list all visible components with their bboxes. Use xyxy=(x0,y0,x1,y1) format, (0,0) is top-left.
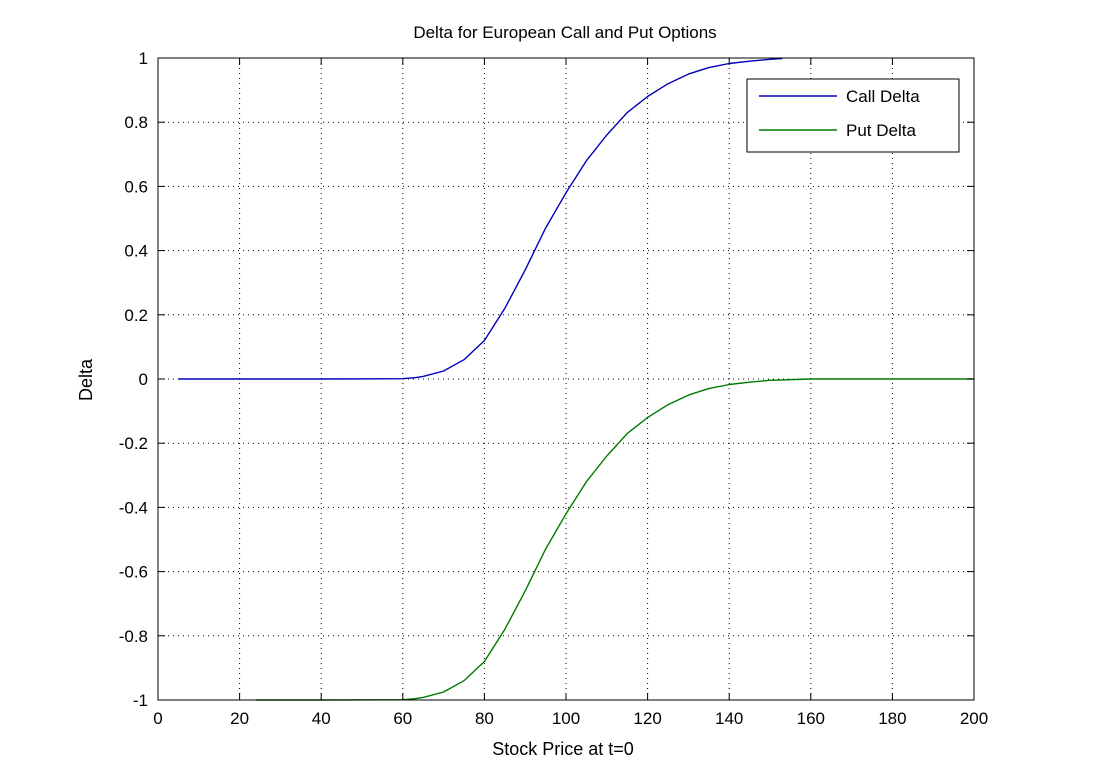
x-tick-label: 0 xyxy=(153,709,162,728)
x-tick-label: 100 xyxy=(552,709,580,728)
series-line-put-delta xyxy=(255,378,974,701)
x-tick-label: 40 xyxy=(312,709,331,728)
y-tick-label: -0.6 xyxy=(119,563,148,582)
series-line-call-delta xyxy=(178,57,783,380)
y-tick-label: -0.4 xyxy=(119,498,148,517)
x-tick-label: 160 xyxy=(797,709,825,728)
legend-label-put-delta: Put Delta xyxy=(846,121,916,140)
x-tick-label: 200 xyxy=(960,709,988,728)
legend: Call Delta Put Delta xyxy=(746,78,960,153)
x-tick-label: 20 xyxy=(230,709,249,728)
x-tick-label: 60 xyxy=(393,709,412,728)
axis-ticks xyxy=(157,57,975,701)
y-tick-label: 0.8 xyxy=(124,113,148,132)
y-tick-label: 0 xyxy=(139,370,148,389)
chart-title: Delta for European Call and Put Options xyxy=(413,23,716,42)
series-layer xyxy=(178,57,974,701)
x-tick-label: 140 xyxy=(715,709,743,728)
x-axis-label: Stock Price at t=0 xyxy=(492,739,634,759)
y-tick-label: 0.6 xyxy=(124,177,148,196)
y-tick-label: -0.2 xyxy=(119,434,148,453)
y-axis-label: Delta xyxy=(76,358,96,401)
y-tick-label: -0.8 xyxy=(119,627,148,646)
y-tick-label: 1 xyxy=(139,49,148,68)
x-tick-label: 180 xyxy=(878,709,906,728)
tick-labels: 0 20 40 60 80 100 120 140 160 180 200 -1 -0.8 -0.6 -0.… xyxy=(119,49,988,728)
x-tick-label: 120 xyxy=(633,709,661,728)
y-tick-label: 0.2 xyxy=(124,306,148,325)
legend-label-call-delta: Call Delta xyxy=(846,87,920,106)
legend-box xyxy=(746,78,960,153)
x-tick-label: 80 xyxy=(475,709,494,728)
y-tick-label: 0.4 xyxy=(124,242,148,261)
y-tick-label: -1 xyxy=(133,691,148,710)
grid-lines xyxy=(158,58,974,700)
